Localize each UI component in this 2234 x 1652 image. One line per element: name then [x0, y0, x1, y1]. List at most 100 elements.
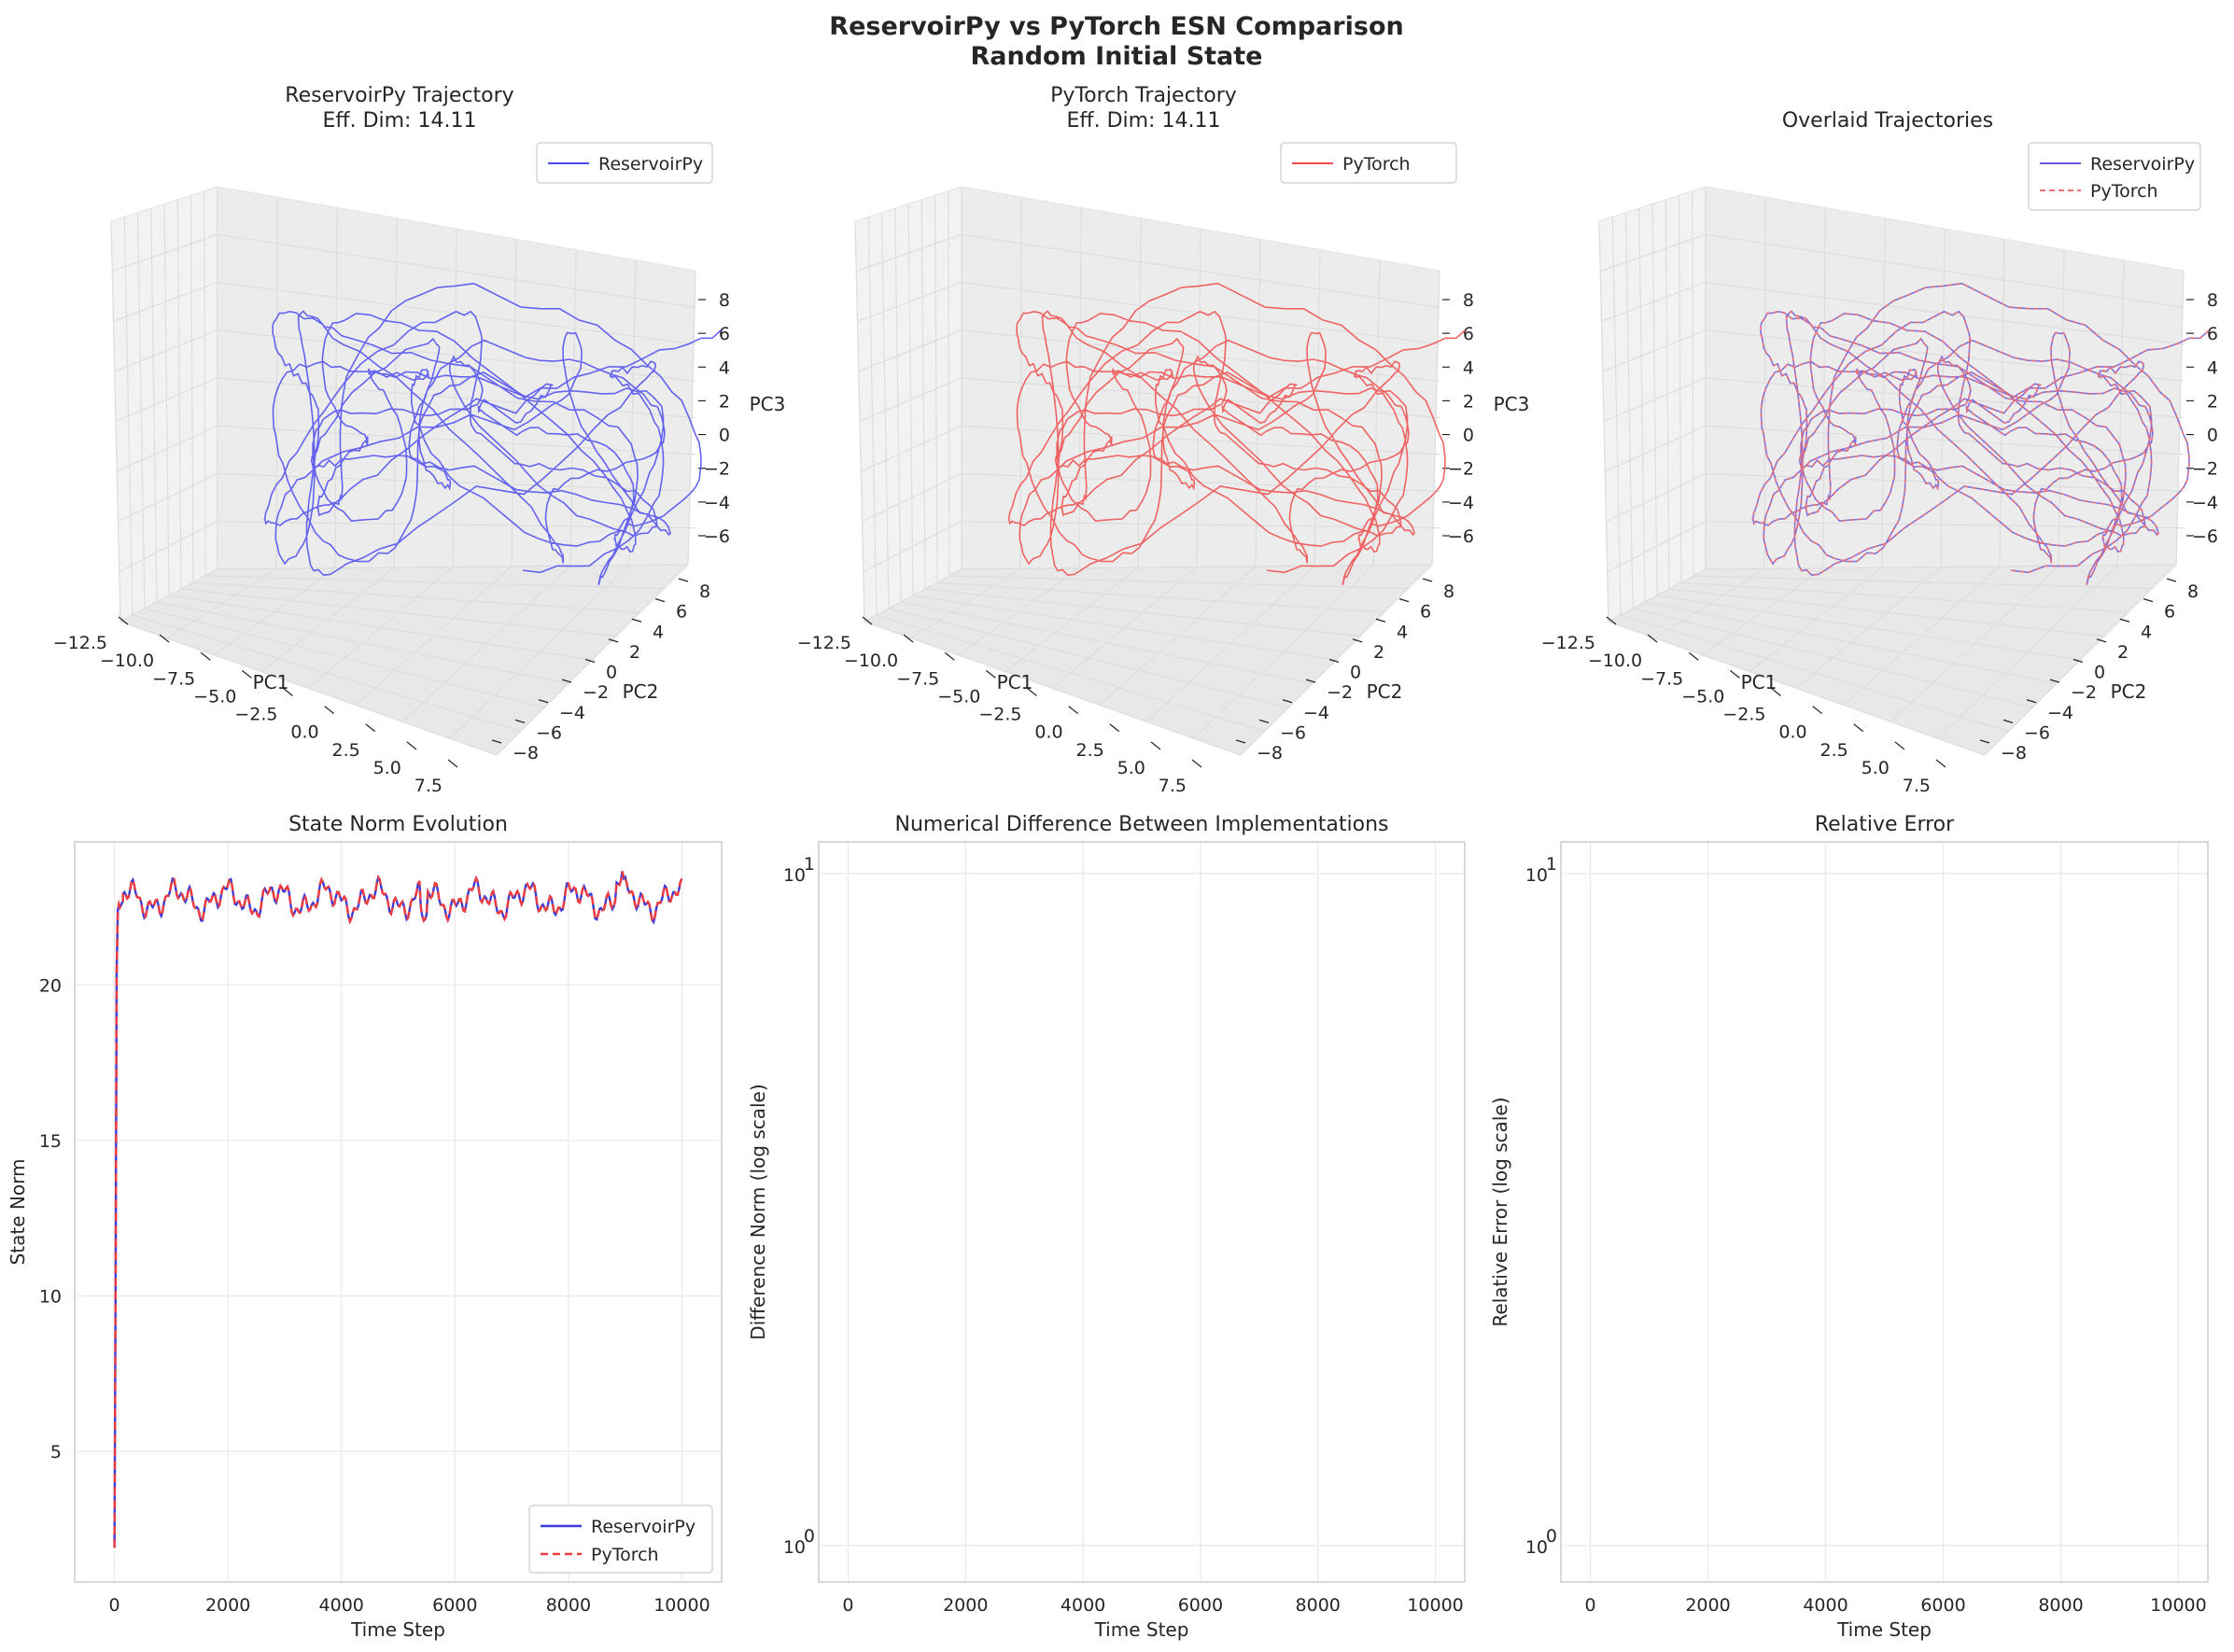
y-tick-label: 10: [783, 865, 806, 886]
grid-line: [1656, 595, 2081, 661]
y-tick-label: 20: [39, 975, 62, 996]
grid-line: [217, 233, 696, 308]
y-tick-label: 8: [699, 581, 710, 602]
x-tick-label: 8000: [1296, 1595, 1341, 1616]
y-tick-label: −2: [583, 682, 609, 703]
x-tick-label: 0: [109, 1595, 120, 1616]
grid-line: [355, 566, 513, 706]
x-tick: [903, 634, 914, 643]
grid-line: [1705, 425, 2185, 455]
y-tick: [654, 598, 666, 603]
z-tick-label: −2: [1448, 459, 1474, 480]
x-tick: [1935, 759, 1946, 768]
y-tick-label: 6: [2164, 602, 2175, 623]
z-tick-label: −6: [704, 526, 730, 547]
y-tick-label: 4: [2141, 622, 2152, 642]
grid-line: [217, 281, 696, 345]
grid-line: [118, 472, 218, 523]
x-tick: [1647, 634, 1658, 643]
grid-line: [857, 281, 962, 322]
grid-line: [961, 281, 1440, 345]
x-tick-label: 10000: [653, 1595, 710, 1616]
x-tick-label: −12.5: [53, 633, 107, 653]
grid-line: [1193, 565, 1374, 739]
grid-line: [1705, 521, 2185, 529]
x-tick: [365, 723, 376, 733]
panel-title-line1: PyTorch Trajectory: [1050, 84, 1237, 107]
difference-norm-panel: Numerical Difference Between Implementat…: [747, 813, 1466, 1641]
x-tick: [283, 688, 293, 696]
legend-box: [528, 1505, 713, 1574]
x-tick-label: 2.5: [1820, 740, 1848, 761]
grid-line: [1240, 564, 1433, 756]
z-tick-label: −4: [704, 493, 730, 513]
left-pane: [854, 186, 962, 623]
z-tick-label: 6: [719, 324, 730, 344]
x-tick-label: −10.0: [1588, 651, 1642, 671]
x-tick: [1027, 688, 1037, 696]
grid-line: [180, 588, 617, 637]
y-tick: [1352, 638, 1363, 643]
y-tick: [2096, 638, 2107, 643]
grid-line: [1607, 521, 1707, 572]
x-tick-label: −12.5: [1541, 633, 1595, 653]
z-tick-label: 2: [1463, 391, 1474, 412]
y-axis-label: PC2: [1367, 680, 1403, 703]
grid-line: [168, 595, 593, 661]
overlaid-trajectories-panel: Overlaid Trajectories −12.5−10.0−7.5−5.0…: [1541, 109, 2218, 796]
y-tick: [2026, 699, 2037, 704]
y-axis-label: Difference Norm (log scale): [747, 1084, 769, 1339]
x-axis-label: Time Step: [1836, 1618, 1932, 1641]
y-tick: [2072, 658, 2084, 664]
z-tick-label: −6: [2192, 526, 2218, 547]
y-tick-label: −6: [2024, 722, 2050, 743]
x-tick-label: 10000: [1407, 1595, 1463, 1616]
grid-line: [1668, 588, 2105, 637]
y-tick: [2049, 679, 2060, 683]
x-axis-label: PC1: [253, 671, 289, 693]
x-tick-label: 0: [1584, 1595, 1595, 1616]
grid-line: [114, 329, 218, 372]
grid-line: [1705, 233, 2185, 308]
x-tick-label: −5.0: [193, 686, 236, 707]
y-tick-label: 10: [1525, 1537, 1548, 1558]
grid-line: [217, 425, 696, 455]
y-tick-label: 0: [1350, 663, 1361, 683]
x-tick-label: −7.5: [1640, 668, 1683, 689]
reservoirpy-trajectory-panel: ReservoirPy Trajectory Eff. Dim: 14.11 −…: [53, 84, 786, 796]
grid-line: [912, 595, 1337, 661]
y-tick: [2143, 598, 2154, 603]
y-tick: [1305, 679, 1316, 683]
x-tick: [1688, 651, 1699, 661]
x-tick-label: −5.0: [937, 686, 980, 707]
y-tick: [2166, 578, 2177, 582]
trajectory-line-pytorch: [1007, 282, 1467, 585]
y-tick: [608, 638, 619, 643]
x-tick: [159, 634, 170, 643]
y-tick-exponent: 1: [804, 854, 815, 875]
x-tick-label: −12.5: [797, 633, 851, 653]
x-tick-label: 6000: [432, 1595, 477, 1616]
x-tick: [1730, 669, 1740, 679]
y-tick-label: 8: [2187, 581, 2199, 602]
grid-line: [1606, 472, 1707, 523]
legend-box: [1280, 142, 1457, 184]
y-tick-label: 8: [1443, 581, 1454, 602]
z-tick-label: −4: [1448, 493, 1474, 513]
floor-pane: [119, 564, 690, 756]
grid-line: [1890, 565, 2059, 722]
y-tick-label: −8: [513, 743, 539, 763]
y-tick-label: 2: [629, 642, 640, 663]
y-tick-label: 4: [1397, 622, 1408, 642]
grid-line: [1843, 566, 2001, 706]
x-tick-label: 8000: [546, 1595, 591, 1616]
grid-line: [204, 575, 665, 590]
y-tick-label: 10: [39, 1286, 62, 1307]
grid-line: [861, 425, 962, 472]
x-tick-label: 6000: [1178, 1595, 1223, 1616]
state-norm-panel: State Norm Evolution 0 2000 4000 6000 8000 100…: [7, 813, 723, 1641]
grid-line: [1680, 581, 2129, 613]
y-tick-label: 6: [1420, 602, 1431, 623]
x-tick-label: −10.0: [100, 651, 154, 671]
grid-line: [117, 425, 218, 472]
